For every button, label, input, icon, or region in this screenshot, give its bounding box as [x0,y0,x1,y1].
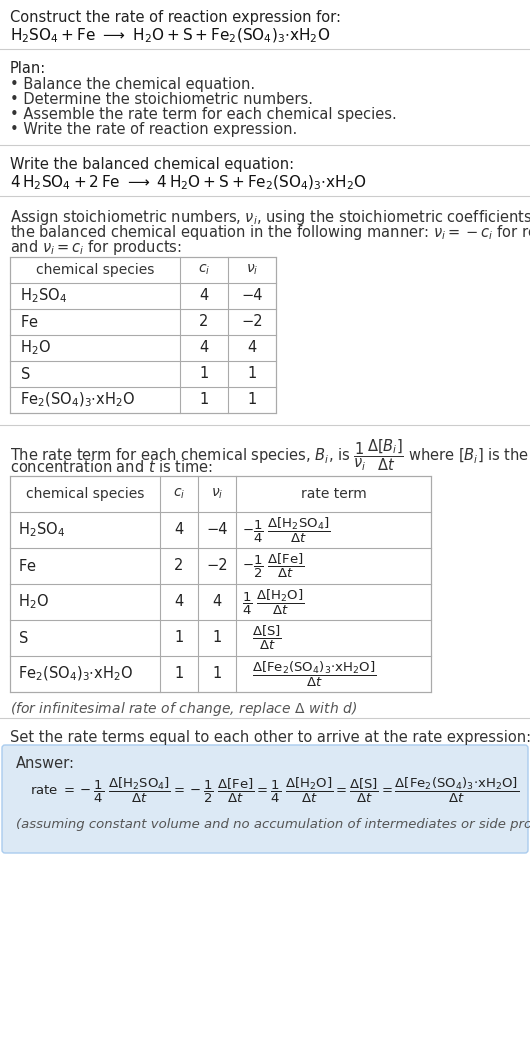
Text: 1: 1 [213,630,222,645]
Text: 1: 1 [174,630,183,645]
Text: $\mathrm{Fe_2(SO_4)_3{\cdot}xH_2O}$: $\mathrm{Fe_2(SO_4)_3{\cdot}xH_2O}$ [18,665,133,684]
Text: 1: 1 [199,367,209,381]
Bar [10,476,431,692]
Text: $\mathrm{S}$: $\mathrm{S}$ [20,366,31,382]
Text: Answer:: Answer: [16,756,75,771]
Text: The rate term for each chemical species, $B_i$, is $\dfrac{1}{\nu_i}\dfrac{\Delt: The rate term for each chemical species,… [10,437,530,473]
Text: $\mathrm{4\,H_2SO_4 + 2\,Fe\ \longrightarrow\ 4\,H_2O + S + Fe_2(SO_4)_3{\cdot}x: $\mathrm{4\,H_2SO_4 + 2\,Fe\ \longrighta… [10,174,367,193]
Text: $\mathrm{H_2SO_4 + Fe\ \longrightarrow\ H_2O + S + Fe_2(SO_4)_3{\cdot}xH_2O}$: $\mathrm{H_2SO_4 + Fe\ \longrightarrow\ … [10,27,330,46]
Text: $\mathrm{Fe}$: $\mathrm{Fe}$ [18,559,37,574]
Text: Set the rate terms equal to each other to arrive at the rate expression:: Set the rate terms equal to each other t… [10,730,530,745]
Text: $\mathrm{H_2SO_4}$: $\mathrm{H_2SO_4}$ [18,521,65,540]
Bar [10,257,276,413]
Text: 4: 4 [199,341,209,355]
Text: 2: 2 [199,315,209,329]
Text: chemical species: chemical species [26,487,144,501]
Text: 1: 1 [248,393,257,407]
Text: Construct the rate of reaction expression for:: Construct the rate of reaction expressio… [10,10,341,25]
Text: $\mathrm{Fe_2(SO_4)_3{\cdot}xH_2O}$: $\mathrm{Fe_2(SO_4)_3{\cdot}xH_2O}$ [20,391,135,410]
Text: $-\dfrac{1}{4}\ \dfrac{\Delta[\mathrm{H_2SO_4}]}{\Delta t}$: $-\dfrac{1}{4}\ \dfrac{\Delta[\mathrm{H_… [242,516,330,545]
Text: • Assemble the rate term for each chemical species.: • Assemble the rate term for each chemic… [10,107,397,122]
Text: $\nu_i$: $\nu_i$ [211,487,223,501]
Text: 1: 1 [199,393,209,407]
Text: • Determine the stoichiometric numbers.: • Determine the stoichiometric numbers. [10,92,313,107]
Text: Assign stoichiometric numbers, $\nu_i$, using the stoichiometric coefficients, $: Assign stoichiometric numbers, $\nu_i$, … [10,208,530,227]
Text: 4: 4 [174,595,183,610]
Text: 4: 4 [248,341,257,355]
Text: $\mathrm{H_2O}$: $\mathrm{H_2O}$ [20,339,51,357]
Text: Write the balanced chemical equation:: Write the balanced chemical equation: [10,157,294,172]
Text: 4: 4 [199,289,209,303]
Text: −4: −4 [206,522,228,538]
Text: 1: 1 [213,667,222,681]
Text: and $\nu_i = c_i$ for products:: and $\nu_i = c_i$ for products: [10,238,182,257]
Text: −2: −2 [206,559,228,573]
Text: • Write the rate of reaction expression.: • Write the rate of reaction expression. [10,122,297,137]
Text: $\dfrac{\Delta[\mathrm{Fe_2(SO_4)_3{\cdot}xH_2O}]}{\Delta t}$: $\dfrac{\Delta[\mathrm{Fe_2(SO_4)_3{\cdo… [252,660,376,689]
Text: $\mathrm{S}$: $\mathrm{S}$ [18,630,29,646]
Text: $\dfrac{\Delta[\mathrm{S}]}{\Delta t}$: $\dfrac{\Delta[\mathrm{S}]}{\Delta t}$ [252,624,282,652]
Text: rate $= -\dfrac{1}{4}\ \dfrac{\Delta[\mathrm{H_2SO_4}]}{\Delta t}= -\dfrac{1}{2}: rate $= -\dfrac{1}{4}\ \dfrac{\Delta[\ma… [30,776,519,805]
Text: $\mathrm{Fe}$: $\mathrm{Fe}$ [20,314,39,330]
Text: $c_i$: $c_i$ [198,263,210,277]
Text: 2: 2 [174,559,184,573]
Text: $\nu_i$: $\nu_i$ [246,263,258,277]
Text: $c_i$: $c_i$ [173,487,185,501]
Text: 4: 4 [213,595,222,610]
Text: the balanced chemical equation in the following manner: $\nu_i = -c_i$ for react: the balanced chemical equation in the fo… [10,223,530,242]
Text: (assuming constant volume and no accumulation of intermediates or side products): (assuming constant volume and no accumul… [16,818,530,832]
Text: rate term: rate term [301,487,366,501]
Text: • Balance the chemical equation.: • Balance the chemical equation. [10,77,255,92]
Text: $\mathrm{H_2O}$: $\mathrm{H_2O}$ [18,593,49,612]
Text: chemical species: chemical species [36,263,154,277]
Text: $\dfrac{1}{4}\ \dfrac{\Delta[\mathrm{H_2O}]}{\Delta t}$: $\dfrac{1}{4}\ \dfrac{\Delta[\mathrm{H_2… [242,588,305,617]
Text: (for infinitesimal rate of change, replace $\Delta$ with $d$): (for infinitesimal rate of change, repla… [10,700,357,718]
Text: −4: −4 [241,289,263,303]
Text: Plan:: Plan: [10,61,46,76]
Text: $-\dfrac{1}{2}\ \dfrac{\Delta[\mathrm{Fe}]}{\Delta t}$: $-\dfrac{1}{2}\ \dfrac{\Delta[\mathrm{Fe… [242,552,305,580]
Text: 4: 4 [174,522,183,538]
Text: $\mathrm{H_2SO_4}$: $\mathrm{H_2SO_4}$ [20,287,67,305]
Text: concentration and $t$ is time:: concentration and $t$ is time: [10,458,213,475]
Text: −2: −2 [241,315,263,329]
FancyBboxPatch shape [2,745,528,853]
Text: 1: 1 [174,667,183,681]
Text: 1: 1 [248,367,257,381]
